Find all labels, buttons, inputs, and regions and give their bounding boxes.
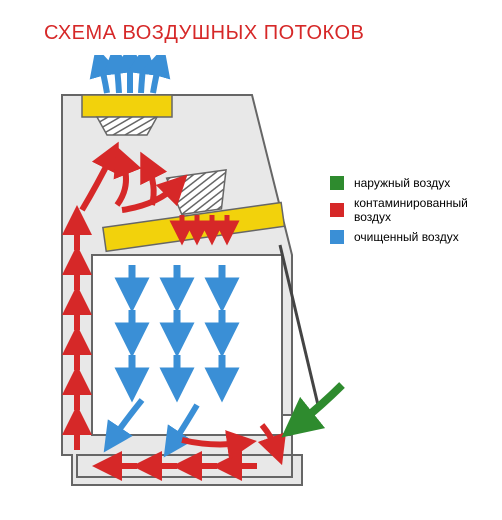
- arrow-outside-in: [297, 385, 342, 425]
- airflow-diagram: [22, 55, 482, 515]
- arrows-exhaust-out: [100, 57, 160, 93]
- diagram-title: СХЕМА ВОЗДУШНЫХ ПОТОКОВ: [44, 22, 364, 45]
